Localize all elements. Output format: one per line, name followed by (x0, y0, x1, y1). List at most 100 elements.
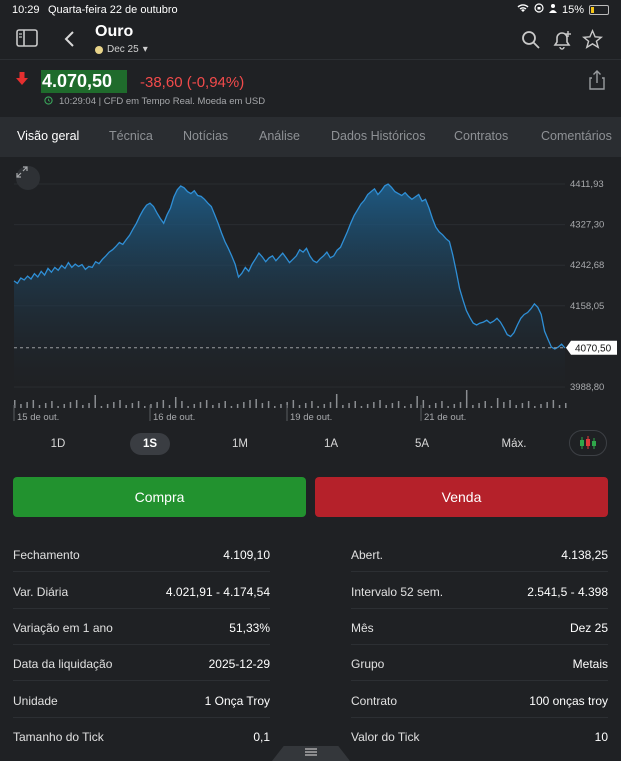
range-max[interactable]: Máx. (501, 438, 527, 450)
volume-bar (546, 402, 548, 408)
volume-bar (57, 406, 59, 408)
volume-bar (267, 401, 270, 408)
volume-bar (385, 405, 387, 408)
price-change: -38,60 (-0,94%) (140, 74, 245, 91)
stat-row: Abert. 4.138,25 (351, 535, 608, 572)
volume-bar (515, 405, 517, 408)
contract-label: Dec 25 (107, 44, 139, 55)
volume-bar (156, 402, 158, 408)
volume-bar (243, 402, 245, 408)
menu-lines-icon (305, 748, 317, 759)
stat-label: Variação em 1 ano (13, 621, 113, 635)
volume-bar (366, 404, 369, 408)
volume-bar (212, 405, 214, 408)
stat-row: Tamanho do Tick 0,1 (13, 717, 270, 754)
candlestick-icon[interactable] (569, 430, 607, 456)
volume-bar (131, 403, 134, 408)
volume-bar (472, 405, 474, 408)
volume-bar (88, 403, 90, 408)
stat-value: 1 Onça Troy (204, 694, 270, 708)
battery-icon (589, 4, 609, 15)
stat-label: Fechamento (13, 548, 80, 562)
person-icon (548, 3, 557, 16)
volume-bar (447, 406, 449, 408)
buy-button[interactable]: Compra (13, 477, 306, 517)
volume-bar (416, 396, 418, 408)
bottom-sheet-handle[interactable] (272, 746, 350, 761)
volume-bar (137, 401, 140, 408)
tab-dados-historicos[interactable]: Dados Históricos (331, 129, 426, 143)
volume-bar (106, 404, 109, 408)
stat-label: Intervalo 52 sem. (351, 585, 444, 599)
volume-bar (44, 403, 47, 408)
volume-bar (434, 403, 437, 408)
section-tabs: Visão geral Técnica Notícias Análise Dad… (0, 117, 621, 157)
stat-row: Fechamento 4.109,10 (13, 535, 270, 572)
volume-bar (335, 394, 338, 408)
star-favorite-icon[interactable] (582, 29, 603, 50)
x-tick-label: 16 de out. (153, 412, 195, 423)
volume-bar (459, 402, 462, 408)
range-1m[interactable]: 1M (232, 438, 248, 450)
volume-bar (280, 404, 282, 408)
page-title: Ouro (95, 23, 134, 40)
range-1a[interactable]: 1A (323, 438, 339, 450)
back-chevron-icon[interactable] (62, 30, 76, 48)
range-1s[interactable]: 1S (130, 433, 170, 455)
volume-bar (354, 401, 357, 408)
volume-bar (75, 400, 78, 408)
stat-label: Var. Diária (13, 585, 69, 599)
stat-value: 10 (594, 730, 608, 744)
current-price-tag (566, 340, 617, 355)
volume-bar (100, 406, 103, 408)
volume-bar (14, 400, 16, 408)
stat-row: Variação em 1 ano 51,33% (13, 608, 270, 645)
volume-bar (38, 405, 41, 408)
volume-bar (565, 403, 567, 408)
search-icon[interactable] (521, 30, 541, 50)
tab-visao-geral[interactable]: Visão geral (17, 129, 80, 143)
volume-bar (298, 405, 301, 408)
volume-bar (181, 401, 183, 408)
volume-bar (119, 400, 121, 408)
sell-button[interactable]: Venda (315, 477, 608, 517)
stat-value: 4.021,91 - 4.174,54 (165, 585, 270, 599)
volume-bar (360, 406, 363, 408)
stat-row: Unidade 1 Onça Troy (13, 681, 270, 718)
last-price: 4.070,50 (41, 70, 128, 93)
tab-contratos[interactable]: Contratos (454, 129, 509, 143)
quote-meta: 10:29:04 | CFD em Tempo Real. Moeda em U… (44, 96, 265, 107)
volume-bar (82, 405, 84, 408)
volume-bar (342, 405, 344, 408)
volume-bar (317, 406, 319, 408)
range-1d[interactable]: 1D (50, 438, 66, 450)
status-date: Quarta-feira 22 de outubro (48, 4, 178, 16)
tab-comentarios[interactable]: Comentários (541, 129, 612, 143)
expand-chart-icon[interactable] (16, 166, 40, 190)
stat-label: Valor do Tick (351, 730, 420, 744)
stat-value: 4.109,10 (223, 548, 270, 562)
add-alert-bell-icon[interactable] (551, 29, 573, 51)
tab-analise[interactable]: Análise (259, 129, 300, 143)
volume-bar (255, 399, 257, 408)
volume-bar (261, 403, 264, 408)
price-chart[interactable]: 4411,93 4327,30 4242,68 4158,05 3988,80 4070,… (0, 158, 621, 428)
chart-canvas: 4411,93 4327,30 4242,68 4158,05 3988,80 4070,… (13, 179, 617, 423)
share-icon[interactable] (589, 70, 605, 95)
contract-selector[interactable]: Dec 25 ▾ (95, 44, 148, 55)
volume-bar (329, 402, 332, 408)
tab-tecnica[interactable]: Técnica (109, 129, 153, 143)
sidebar-toggle-icon[interactable] (16, 29, 38, 47)
volume-bar (187, 406, 189, 408)
volume-bar (230, 406, 233, 408)
volume-bar (509, 400, 511, 408)
volume-bar (274, 406, 276, 408)
volume-bar (484, 401, 487, 408)
stat-label: Mês (351, 621, 374, 635)
status-right: 15% (517, 3, 609, 16)
stat-label: Contrato (351, 694, 398, 708)
range-5a[interactable]: 5A (414, 438, 430, 450)
volume-bar (193, 404, 196, 408)
volume-bar (162, 400, 165, 408)
tab-noticias[interactable]: Notícias (183, 129, 229, 143)
